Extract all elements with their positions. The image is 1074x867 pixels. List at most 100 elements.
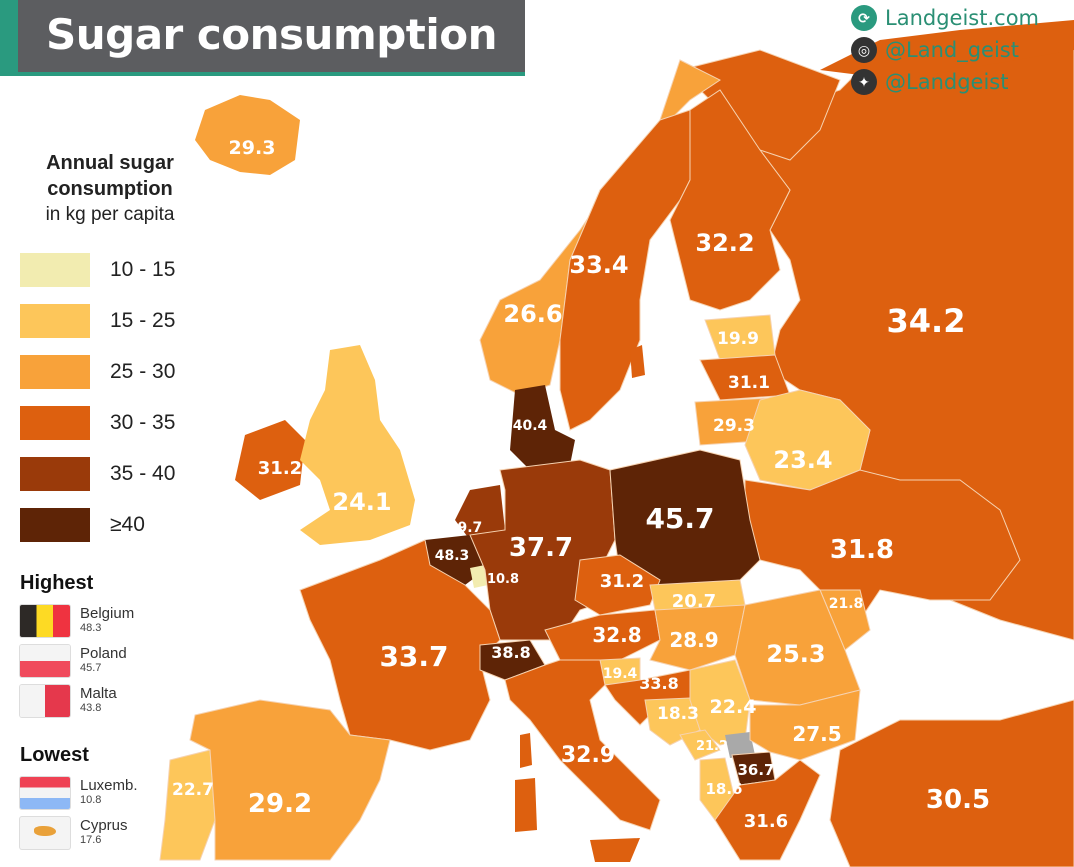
legend-item: 30 - 35 bbox=[20, 397, 175, 448]
belgium-flag-icon bbox=[20, 605, 70, 637]
highest-heading: Highest bbox=[20, 572, 94, 594]
malta-flag-icon bbox=[20, 685, 70, 717]
poland-flag-icon bbox=[20, 645, 70, 677]
legend: 10 - 15 15 - 25 25 - 30 30 - 35 35 - 40 … bbox=[20, 244, 175, 550]
legend-title: Annual sugar consumption in kg per capit… bbox=[20, 150, 200, 228]
label-macedonia: 36.7 bbox=[737, 761, 774, 779]
label-bulgaria: 27.5 bbox=[792, 722, 841, 746]
rank-value: 43.8 bbox=[80, 702, 102, 714]
label-iceland: 29.3 bbox=[229, 137, 276, 159]
label-croatia: 33.8 bbox=[639, 674, 678, 693]
label-lithuania: 29.3 bbox=[713, 416, 755, 436]
rank-value: 17.6 bbox=[80, 834, 102, 846]
legend-label: 30 - 35 bbox=[110, 410, 176, 434]
label-serbia: 22.4 bbox=[710, 696, 757, 718]
legend-item: 35 - 40 bbox=[20, 448, 175, 499]
legend-swatch bbox=[20, 507, 90, 542]
legend-label: 25 - 30 bbox=[110, 359, 176, 383]
label-albania: 18.6 bbox=[705, 780, 742, 798]
legend-item: 25 - 30 bbox=[20, 346, 175, 397]
highest-list: Belgium 48.3 Poland 45.7 Malta 43.8 bbox=[20, 601, 134, 721]
label-austria: 32.8 bbox=[592, 623, 641, 647]
region-sardinia bbox=[515, 778, 537, 832]
rank-name: Luxemb. bbox=[80, 777, 138, 794]
region-iceland[interactable] bbox=[195, 95, 300, 175]
label-romania: 25.3 bbox=[766, 640, 825, 668]
region-portugal[interactable] bbox=[159, 749, 216, 861]
legend-item: ≥40 bbox=[20, 499, 175, 550]
label-latvia: 31.1 bbox=[728, 373, 770, 393]
legend-swatch bbox=[20, 456, 90, 491]
legend-swatch bbox=[20, 252, 90, 287]
social-item-site[interactable]: ⟳ Landgeist.com bbox=[851, 2, 1066, 34]
social-item-instagram[interactable]: ◎ @Land_geist bbox=[851, 34, 1066, 66]
label-finland: 32.2 bbox=[695, 229, 754, 257]
label-denmark: 40.4 bbox=[513, 418, 548, 434]
region-italy[interactable] bbox=[504, 659, 661, 831]
region-denmark[interactable] bbox=[510, 385, 575, 470]
region-luxembourg[interactable] bbox=[470, 565, 488, 588]
label-france: 33.7 bbox=[379, 640, 448, 673]
label-sweden: 33.4 bbox=[569, 251, 628, 279]
rank-value: 45.7 bbox=[80, 662, 102, 674]
region-labels: 29.3 26.6 33.4 32.2 34.2 19.9 31.1 29.3 … bbox=[172, 137, 990, 832]
label-uk: 24.1 bbox=[332, 488, 391, 516]
legend-item: 10 - 15 bbox=[20, 244, 175, 295]
region-spain[interactable] bbox=[189, 699, 391, 861]
label-russia: 34.2 bbox=[887, 302, 966, 340]
rank-name: Cyprus bbox=[80, 817, 128, 834]
social-item-twitter[interactable]: ✦ @Landgeist bbox=[851, 66, 1066, 98]
label-italy: 32.9 bbox=[561, 743, 615, 768]
label-ireland: 31.2 bbox=[258, 458, 302, 479]
rank-name: Poland bbox=[80, 645, 127, 662]
rank-item: Belgium 48.3 bbox=[20, 601, 134, 641]
label-slovenia: 19.4 bbox=[603, 666, 638, 682]
label-spain: 29.2 bbox=[248, 789, 312, 819]
label-czechia: 31.2 bbox=[600, 571, 644, 592]
region-france[interactable] bbox=[299, 539, 501, 751]
legend-label: ≥40 bbox=[110, 512, 145, 536]
region-gotland bbox=[630, 345, 645, 378]
label-netherlands: 39.7 bbox=[448, 520, 483, 536]
lowest-list: Luxemb. 10.8 Cyprus 17.6 bbox=[20, 773, 138, 853]
label-hungary: 28.9 bbox=[669, 628, 718, 652]
label-ukraine: 31.8 bbox=[830, 535, 894, 565]
region-netherlands[interactable] bbox=[455, 485, 505, 540]
region-turkey[interactable] bbox=[829, 699, 1074, 867]
region-finland[interactable] bbox=[669, 89, 791, 311]
label-greece: 31.6 bbox=[744, 811, 788, 832]
legend-title-line2: consumption bbox=[47, 178, 173, 200]
legend-title-line1: Annual sugar bbox=[46, 152, 174, 174]
label-slovakia: 20.7 bbox=[672, 591, 716, 612]
region-bulgaria[interactable] bbox=[749, 689, 861, 761]
globe-icon: ⟳ bbox=[851, 5, 877, 31]
region-belgium[interactable] bbox=[425, 535, 485, 585]
region-greece[interactable] bbox=[714, 759, 821, 861]
rank-item: Luxemb. 10.8 bbox=[20, 773, 138, 813]
label-luxembourg: 10.8 bbox=[487, 572, 519, 587]
rank-item: Cyprus 17.6 bbox=[20, 813, 138, 853]
rank-value: 48.3 bbox=[80, 622, 102, 634]
rank-item: Malta 43.8 bbox=[20, 681, 134, 721]
region-uk[interactable] bbox=[300, 345, 415, 545]
region-kosovo[interactable] bbox=[725, 732, 755, 758]
social-links: ⟳ Landgeist.com ◎ @Land_geist ✦ @Landgei… bbox=[851, 2, 1066, 98]
region-ukraine[interactable] bbox=[744, 469, 1021, 621]
page-title: Sugar consumption bbox=[46, 10, 498, 59]
legend-label: 10 - 15 bbox=[110, 257, 176, 281]
region-ireland[interactable] bbox=[235, 420, 305, 500]
cyprus-flag-icon bbox=[20, 817, 70, 849]
instagram-icon: ◎ bbox=[851, 37, 877, 63]
label-belarus: 23.4 bbox=[773, 446, 832, 474]
region-czechia[interactable] bbox=[574, 554, 661, 616]
label-switzerland: 38.8 bbox=[491, 643, 530, 662]
region-sicily bbox=[590, 838, 640, 862]
region-montenegro[interactable] bbox=[679, 729, 721, 761]
luxembourg-flag-icon bbox=[20, 777, 70, 809]
label-portugal: 22.7 bbox=[172, 780, 214, 800]
cyprus-shape-icon bbox=[34, 826, 56, 836]
label-bosnia: 18.3 bbox=[657, 704, 699, 724]
label-norway: 26.6 bbox=[503, 300, 562, 328]
rank-value: 10.8 bbox=[80, 794, 102, 806]
region-russia-north bbox=[820, 20, 1074, 80]
